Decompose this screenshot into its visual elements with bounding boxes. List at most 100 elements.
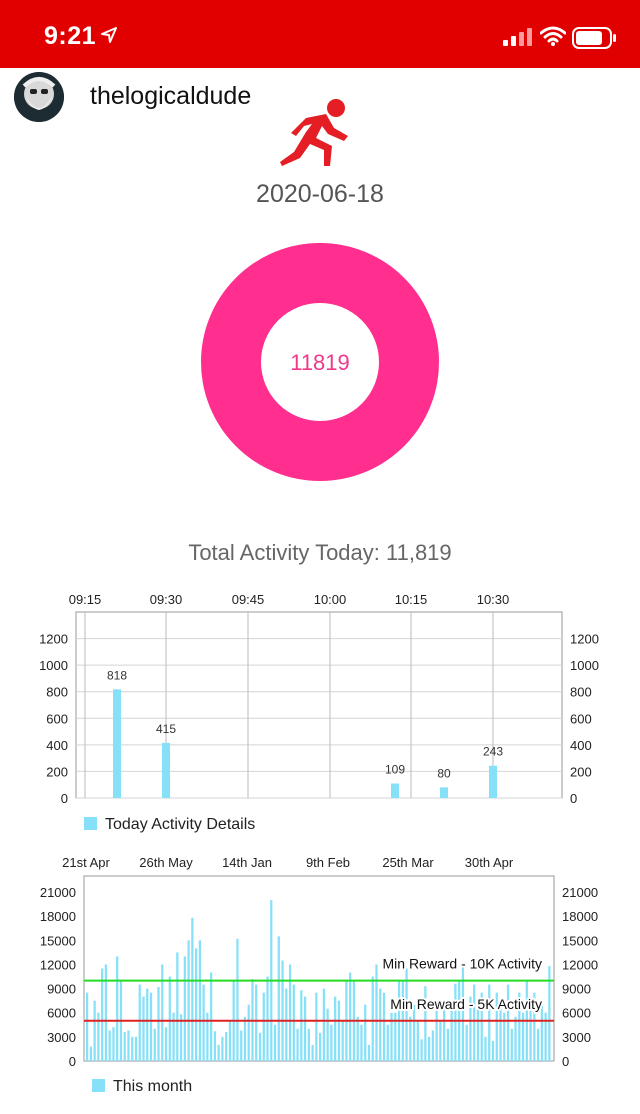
activity-bar: [356, 1016, 359, 1061]
activity-bar: [104, 964, 108, 1061]
activity-bar: [168, 976, 171, 1061]
activity-bar: [187, 940, 190, 1061]
activity-bar: [292, 984, 295, 1061]
bar-data-label: 109: [385, 763, 405, 777]
x-tick-label: 10:15: [395, 592, 428, 607]
y-tick-right: 600: [570, 711, 592, 726]
activity-bar: [476, 1008, 480, 1061]
activity-bar: [412, 1004, 416, 1061]
activity-bar: [161, 964, 164, 1061]
activity-bar: [495, 992, 498, 1061]
activity-bar: [228, 1020, 232, 1061]
activity-bar: [529, 1004, 532, 1061]
y-tick-left: 18000: [40, 909, 76, 924]
y-tick-left: 12000: [40, 957, 76, 972]
activity-bar: [89, 1046, 93, 1061]
y-tick-right: 3000: [562, 1030, 591, 1045]
activity-bar: [97, 1012, 100, 1061]
activity-bar: [217, 1044, 220, 1061]
activity-bar: [375, 964, 378, 1061]
activity-bar: [367, 1044, 371, 1061]
activity-bar: [446, 1028, 450, 1061]
activity-bar: [127, 1030, 130, 1061]
bar-data-label: 243: [483, 745, 503, 759]
activity-bar: [461, 964, 465, 1061]
status-time: 9:21: [44, 22, 97, 50]
activity-bar: [491, 1040, 495, 1061]
activity-bar: [394, 1012, 397, 1061]
activity-bar: [382, 992, 386, 1061]
activity-bar: [521, 1012, 525, 1061]
activity-bar: [360, 1024, 363, 1061]
activity-bar: [240, 1030, 243, 1061]
y-tick-left: 21000: [40, 885, 76, 900]
activity-bar: [281, 960, 284, 1061]
activity-bar: [518, 992, 521, 1061]
month-legend-label: This month: [113, 1078, 193, 1095]
activity-bar: [108, 1030, 111, 1061]
activity-bar: [450, 1000, 453, 1061]
activity-bar: [179, 1014, 183, 1061]
y-tick-right: 0: [570, 791, 577, 806]
activity-bar: [191, 917, 194, 1061]
activity-bar: [162, 742, 170, 798]
activity-bar: [266, 976, 269, 1061]
running-person-icon: [280, 99, 348, 166]
activity-bar: [484, 1036, 487, 1061]
activity-bar: [273, 1024, 277, 1061]
activity-bar: [514, 1016, 517, 1061]
activity-bar: [277, 936, 280, 1061]
activity-bar: [364, 1004, 367, 1061]
x-tick-label: 09:30: [150, 592, 183, 607]
activity-bar: [465, 1024, 468, 1061]
activity-bar: [221, 1036, 224, 1061]
activity-bar: [386, 1024, 389, 1061]
activity-bar: [349, 972, 352, 1061]
x-tick-label: 14th Jan: [222, 855, 272, 870]
activity-bar: [142, 996, 145, 1061]
donut-ring: [201, 243, 439, 481]
y-tick-right: 800: [570, 685, 592, 700]
activity-bar: [473, 984, 476, 1061]
activity-bar: [319, 1032, 322, 1061]
activity-bar: [435, 1008, 438, 1061]
activity-bar: [489, 765, 497, 798]
activity-bar: [390, 1012, 393, 1061]
activity-bar: [439, 1020, 442, 1061]
x-tick-label: 10:00: [314, 592, 347, 607]
activity-bar: [153, 1028, 156, 1061]
x-tick-label: 25th Mar: [382, 855, 434, 870]
activity-bar: [138, 984, 141, 1061]
today-chart-legend: Today Activity Details: [84, 816, 255, 834]
activity-bar: [536, 1028, 540, 1061]
y-tick-left: 600: [46, 711, 68, 726]
avatar[interactable]: [14, 72, 64, 122]
activity-bar: [93, 1000, 96, 1061]
activity-bar: [255, 984, 258, 1061]
bar-data-label: 415: [156, 722, 176, 736]
y-tick-right: 9000: [562, 982, 591, 997]
activity-bar: [112, 1027, 115, 1061]
y-tick-left: 9000: [47, 982, 76, 997]
activity-bar: [157, 987, 160, 1061]
wifi-icon: [540, 26, 566, 46]
date-label: 2020-06-18: [256, 180, 384, 208]
bearded-man-avatar-icon: [14, 72, 64, 122]
activity-bar: [431, 1030, 434, 1061]
activity-bar: [391, 783, 399, 798]
y-tick-left: 1000: [39, 658, 68, 673]
activity-bar: [213, 1031, 217, 1061]
location-arrow-icon: [101, 27, 117, 43]
activity-bar: [149, 992, 153, 1061]
activity-bar: [409, 1016, 412, 1061]
y-tick-left: 0: [61, 791, 68, 806]
y-tick-right: 400: [570, 738, 592, 753]
battery-icon: [572, 27, 616, 49]
activity-bar: [326, 1008, 329, 1061]
activity-bar: [469, 996, 472, 1061]
y-tick-right: 15000: [562, 933, 598, 948]
activity-bar: [183, 956, 186, 1061]
activity-bar: [202, 984, 205, 1061]
y-tick-left: 0: [69, 1054, 76, 1069]
activity-bar: [296, 1028, 299, 1061]
